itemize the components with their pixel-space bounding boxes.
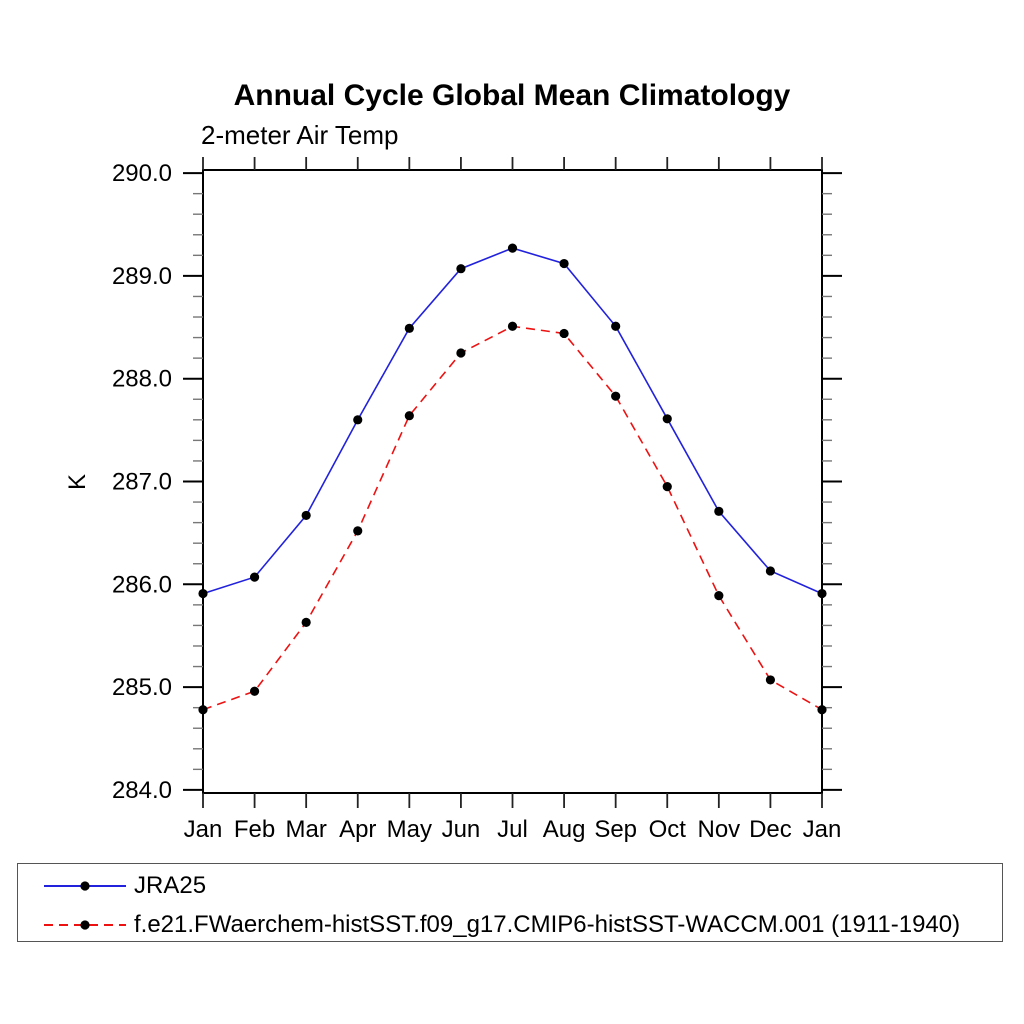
data-point-marker xyxy=(714,591,724,601)
legend-label-jra25: JRA25 xyxy=(134,871,207,899)
x-tick-label: Aug xyxy=(543,816,586,843)
legend-box: JRA25 f.e21.FWaerchem-histSST.f09_g17.CM… xyxy=(17,863,1003,942)
legend-row-jra25: JRA25 xyxy=(18,866,1002,905)
x-tick-label: Jan xyxy=(803,816,842,843)
x-tick-label: Feb xyxy=(234,816,275,843)
data-point-marker xyxy=(765,675,776,685)
y-tick-label: 290.0 xyxy=(112,160,172,187)
y-tick-label: 286.0 xyxy=(112,571,172,598)
data-point-marker xyxy=(456,264,466,274)
x-tick-label: Apr xyxy=(339,816,376,843)
legend-label-model: f.e21.FWaerchem-histSST.f09_g17.CMIP6-hi… xyxy=(134,910,961,938)
data-point-marker xyxy=(353,526,363,536)
x-tick-label: Nov xyxy=(697,816,740,843)
x-tick-label: May xyxy=(387,816,432,843)
y-tick-label: 287.0 xyxy=(112,469,172,496)
chart-subtitle: 2-meter Air Temp xyxy=(201,120,399,150)
data-point-marker xyxy=(198,705,208,715)
data-point-marker xyxy=(507,243,518,253)
data-point-marker xyxy=(507,321,518,331)
data-point-marker xyxy=(198,588,208,599)
data-point-marker xyxy=(249,572,260,582)
data-point-marker xyxy=(559,328,569,339)
data-point-marker xyxy=(559,258,569,269)
data-point-marker xyxy=(404,323,414,333)
series-line-0 xyxy=(202,247,823,595)
data-point-marker xyxy=(817,588,827,599)
y-tick-label: 289.0 xyxy=(112,263,172,290)
x-tick-label: Jan xyxy=(184,816,223,843)
data-point-marker xyxy=(611,391,621,401)
data-point-marker xyxy=(714,506,724,516)
legend-line-sample-model xyxy=(44,919,126,930)
legend-line-sample-jra25 xyxy=(44,880,126,891)
data-point-marker xyxy=(456,348,466,358)
data-point-marker xyxy=(353,415,363,425)
data-point-marker xyxy=(611,321,621,331)
chart-title: Annual Cycle Global Mean Climatology xyxy=(233,79,791,112)
legend-marker-model xyxy=(80,919,90,930)
series-line-1 xyxy=(202,325,823,711)
data-point-marker xyxy=(817,705,827,715)
data-point-marker xyxy=(301,510,311,521)
x-tick-label: Sep xyxy=(594,816,637,843)
data-point-marker xyxy=(662,414,672,424)
x-tick-label: Oct xyxy=(649,816,687,843)
data-point-marker xyxy=(301,617,311,627)
x-tick-label: Dec xyxy=(749,816,792,843)
x-tick-label: Jun xyxy=(442,816,481,843)
x-tick-label: Mar xyxy=(285,816,326,843)
y-tick-label: 284.0 xyxy=(112,777,172,804)
data-point-marker xyxy=(765,566,776,576)
legend-row-model: f.e21.FWaerchem-histSST.f09_g17.CMIP6-hi… xyxy=(18,905,1002,944)
y-tick-label: 285.0 xyxy=(112,674,172,701)
legend-marker-jra25 xyxy=(80,880,90,891)
x-tick-label: Jul xyxy=(497,816,528,843)
plot-frame xyxy=(202,169,823,794)
data-point-marker xyxy=(404,411,414,421)
data-point-marker xyxy=(662,482,672,492)
data-point-marker xyxy=(249,686,260,696)
y-tick-label: 288.0 xyxy=(112,366,172,393)
